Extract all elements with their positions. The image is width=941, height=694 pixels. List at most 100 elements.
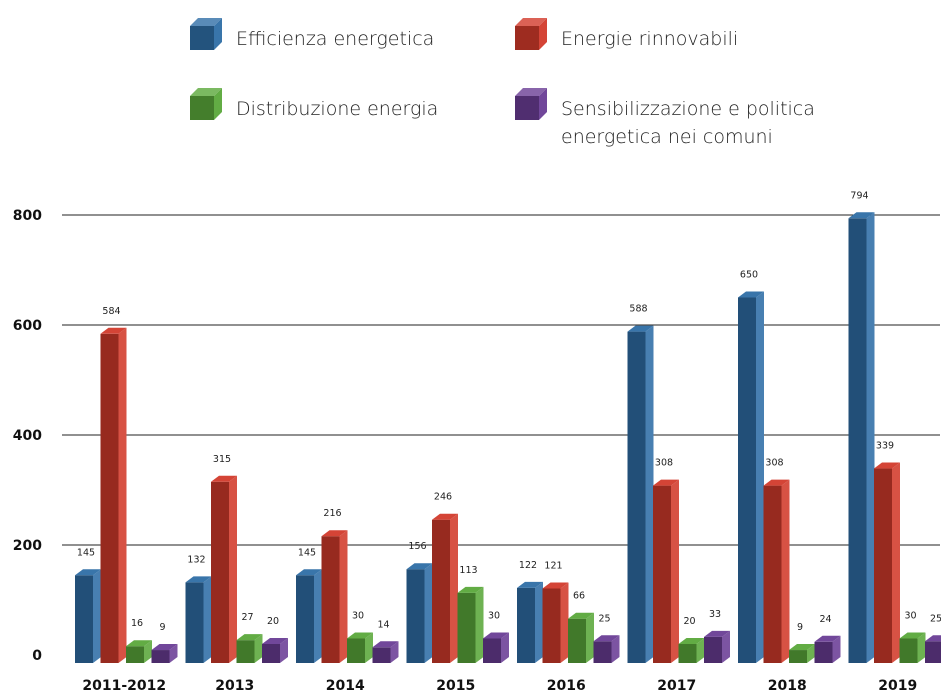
legend-swatch xyxy=(190,96,214,120)
bar xyxy=(568,612,594,663)
bar-front xyxy=(763,485,782,663)
legend-label: Sensibilizzazione e politica energetica n… xyxy=(561,98,815,148)
bar xyxy=(321,530,348,663)
data-label: 122 xyxy=(519,560,537,571)
legend: Efficienza energetica Energie rinnovabili… xyxy=(190,18,815,148)
bar-front xyxy=(75,575,93,663)
bar-front xyxy=(627,331,646,663)
legend-swatch xyxy=(190,26,214,50)
legend-label: Efficienza energetica xyxy=(236,28,434,50)
data-label: 16 xyxy=(131,618,143,629)
x-category-label: 2015 xyxy=(436,678,475,694)
bar xyxy=(185,576,212,663)
bar-front xyxy=(704,636,722,663)
bar xyxy=(372,641,399,663)
bar xyxy=(236,634,263,663)
bar-front xyxy=(236,640,255,663)
data-label: 584 xyxy=(102,306,120,317)
y-tick-label: 200 xyxy=(13,538,42,554)
data-label: 246 xyxy=(434,492,452,503)
x-category-label: 2013 xyxy=(215,678,254,694)
bar-front xyxy=(653,485,671,663)
bar xyxy=(653,479,679,663)
data-label: 156 xyxy=(408,541,426,552)
bar-front xyxy=(185,582,204,663)
bar-front xyxy=(262,644,280,663)
bar-front xyxy=(100,333,119,663)
data-label: 25 xyxy=(598,613,610,624)
bar-front xyxy=(593,641,612,663)
bar-front xyxy=(874,468,892,663)
data-label: 20 xyxy=(683,616,695,627)
bar-front xyxy=(151,650,170,663)
bar xyxy=(211,475,237,663)
x-axis-labels: 2011-2012 2013 2014 2015 2016 2017 2018 2019 xyxy=(82,678,917,694)
bar xyxy=(627,325,654,663)
data-label: 14 xyxy=(377,619,389,630)
legend-swatch xyxy=(515,26,539,50)
data-label: 20 xyxy=(267,616,279,627)
data-label: 315 xyxy=(213,454,231,465)
y-tick-label: 800 xyxy=(13,208,42,224)
data-label: 145 xyxy=(298,547,316,558)
data-label: 216 xyxy=(323,508,341,519)
bar xyxy=(848,212,875,664)
bar-front xyxy=(126,646,144,663)
legend-label: Distribuzione energia xyxy=(236,98,438,120)
data-label: 650 xyxy=(740,270,758,281)
bar xyxy=(593,635,620,663)
bar-front xyxy=(406,569,425,663)
bar-front xyxy=(738,297,756,663)
bar xyxy=(432,513,458,663)
data-label: 66 xyxy=(573,591,585,602)
bar xyxy=(457,586,484,663)
bar-front xyxy=(372,647,391,663)
bar xyxy=(406,563,433,663)
data-label: 30 xyxy=(904,611,916,622)
data-label: 145 xyxy=(77,547,95,558)
x-category-label: 2016 xyxy=(547,678,586,694)
data-label: 25 xyxy=(930,613,941,624)
x-category-label: 2019 xyxy=(878,678,917,694)
data-label: 24 xyxy=(819,614,831,625)
bars: 145 584 16 9 132 315 27 20 145 216 30 14 156 246 113 30… xyxy=(75,190,941,664)
bar-front xyxy=(899,638,918,663)
bar-front xyxy=(848,218,867,664)
y-tick-label: 0 xyxy=(32,648,42,664)
bar xyxy=(678,638,705,663)
legend-item: Distribuzione energia xyxy=(190,88,438,120)
data-label: 121 xyxy=(544,560,562,571)
data-label: 9 xyxy=(797,622,803,633)
bar-front xyxy=(789,650,807,663)
legend-label: Energie rinnovabili xyxy=(561,28,738,50)
data-label: 33 xyxy=(709,609,721,620)
bar-front xyxy=(432,519,450,663)
bar-front xyxy=(483,638,501,663)
bar xyxy=(347,632,373,663)
bar xyxy=(542,582,569,663)
bar xyxy=(814,635,841,663)
data-label: 9 xyxy=(159,622,165,633)
x-category-label: 2018 xyxy=(768,678,807,694)
bar-front xyxy=(814,641,833,663)
bar-front xyxy=(321,536,340,663)
data-label: 30 xyxy=(352,611,364,622)
bar xyxy=(899,632,926,663)
bar-front xyxy=(347,638,365,663)
data-label: 113 xyxy=(459,565,477,576)
bar-front xyxy=(296,575,314,663)
bar xyxy=(738,291,764,663)
bar-front xyxy=(925,641,941,663)
x-category-label: 2011-2012 xyxy=(82,678,166,694)
bar-front xyxy=(542,588,561,663)
legend-item: Efficienza energetica xyxy=(190,18,434,50)
bar xyxy=(483,632,509,663)
bar xyxy=(262,638,288,663)
x-category-label: 2014 xyxy=(326,678,365,694)
legend-item: Sensibilizzazione e politica energetica n… xyxy=(515,88,815,148)
bar-front xyxy=(457,592,476,663)
x-category-label: 2017 xyxy=(657,678,696,694)
y-tick-label: 400 xyxy=(13,428,42,444)
bar xyxy=(517,581,543,663)
bar xyxy=(874,462,900,663)
